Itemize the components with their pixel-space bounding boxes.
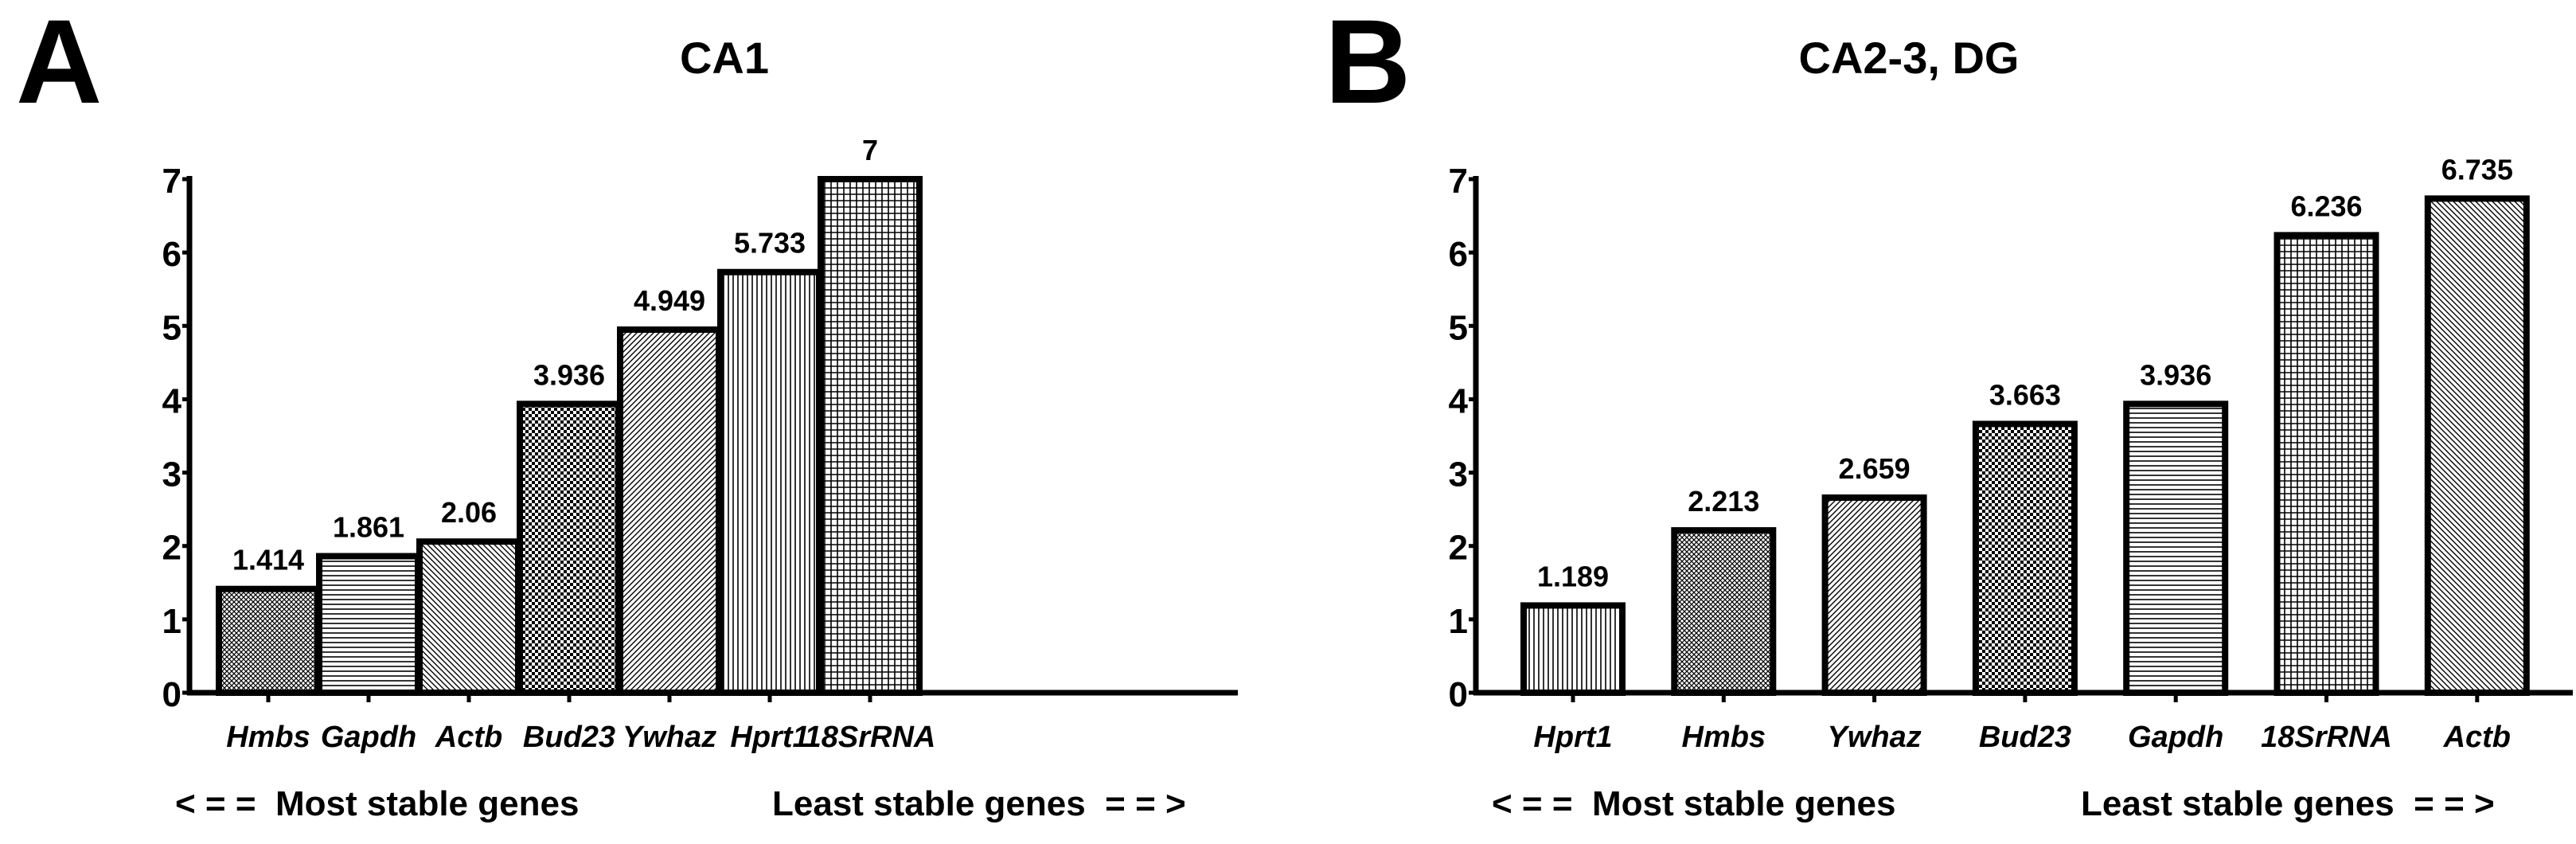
value-label: 3.936 (2140, 358, 2211, 391)
y-tick-label: 0 (1449, 675, 1468, 714)
y-tick-label: 4 (1449, 381, 1469, 420)
x-tick-label: Gapdh (321, 721, 416, 754)
x-tick-label: Bud23 (523, 721, 615, 754)
bar-Hmbs (216, 585, 321, 697)
bar-chart-svg: 0 1 2 3 4 5 6 7 1.189 Hprt1 2.213 Hmbs 2.659 Ywhaz 3.6… (1449, 153, 2573, 754)
y-tick-label: 0 (162, 675, 181, 714)
bar-18SrRNA (818, 176, 923, 696)
panel-label: A (16, 0, 103, 128)
value-label: 3.936 (533, 358, 605, 391)
x-tick-label: Hprt1 (730, 721, 809, 754)
bar-Hmbs (1671, 527, 1777, 696)
value-label: 6.236 (2290, 190, 2362, 222)
bar-chart-svg: 0 1 2 3 4 5 6 7 1.414 Hmbs 1.861 Gapdh 2.06 Actb 3.936… (162, 134, 1238, 754)
x-tick-label: Hmbs (226, 721, 310, 754)
x-tick-label: Hprt1 (1533, 721, 1612, 754)
bar-Hprt1 (717, 268, 822, 696)
least-stable-footer: Least stable genes = = > (772, 784, 1186, 823)
value-label: 5.733 (734, 227, 806, 260)
value-label: 7 (862, 134, 878, 166)
y-tick-label: 6 (162, 235, 181, 274)
bar-Gapdh (316, 553, 421, 697)
value-label: 4.949 (634, 284, 705, 317)
value-label: 1.414 (232, 544, 304, 576)
y-tick-label: 7 (1449, 162, 1468, 201)
value-label: 2.06 (441, 496, 497, 529)
bar-Bud23 (517, 401, 622, 696)
x-tick-label: Actb (2443, 721, 2511, 754)
y-tick-label: 4 (162, 381, 182, 420)
x-tick-label: Hmbs (1682, 721, 1766, 754)
y-tick-label: 3 (162, 455, 181, 494)
y-tick-label: 1 (1449, 602, 1468, 641)
chart-panel-b: B CA2-3, DG 0 1 2 3 4 5 6 7 1.189 Hprt1 2.213 Hmbs 2… (1288, 0, 2576, 844)
x-tick-label: Ywhaz (1827, 721, 1921, 754)
bar-Ywhaz (617, 326, 722, 696)
bar-Hprt1 (1520, 602, 1626, 696)
bar-Ywhaz (1821, 494, 1927, 696)
y-tick-label: 1 (162, 602, 181, 641)
chart-title: CA2-3, DG (1798, 33, 2020, 83)
value-label: 6.735 (2441, 153, 2513, 186)
most-stable-footer: < = = Most stable genes (1492, 784, 1896, 823)
y-tick-label: 2 (162, 529, 181, 568)
bar-Actb (2424, 195, 2530, 697)
bar-18SrRNA (2274, 232, 2379, 696)
x-tick-label: 18SrRNA (2261, 721, 2392, 754)
y-tick-label: 6 (1449, 235, 1468, 274)
x-tick-label: Gapdh (2128, 721, 2223, 754)
bar-Actb (416, 538, 521, 697)
panel-label: B (1325, 0, 1411, 128)
chart-panel-a: A CA1 0 1 2 3 4 5 6 7 1.414 Hmbs 1.861 Gapdh 2.06 Act… (16, 0, 1238, 823)
value-label: 1.189 (1537, 560, 1609, 592)
y-tick-label: 2 (1449, 529, 1468, 568)
y-tick-label: 5 (162, 308, 181, 347)
y-tick-label: 5 (1449, 308, 1468, 347)
value-label: 2.213 (1688, 485, 1759, 518)
value-label: 1.861 (333, 511, 404, 544)
bar-Gapdh (2123, 401, 2229, 696)
y-tick-label: 3 (1449, 455, 1468, 494)
least-stable-footer: Least stable genes = = > (2081, 784, 2495, 823)
most-stable-footer: < = = Most stable genes (175, 784, 580, 823)
bar-Bud23 (1972, 420, 2078, 696)
value-label: 3.663 (1989, 378, 2061, 411)
chart-title: CA1 (679, 33, 770, 83)
x-tick-label: Ywhaz (623, 721, 716, 754)
y-tick-label: 7 (162, 162, 181, 201)
x-tick-label: 18SrRNA (805, 721, 936, 754)
x-tick-label: Actb (435, 721, 502, 754)
x-tick-label: Bud23 (1979, 721, 2071, 754)
value-label: 2.659 (1839, 452, 1911, 485)
